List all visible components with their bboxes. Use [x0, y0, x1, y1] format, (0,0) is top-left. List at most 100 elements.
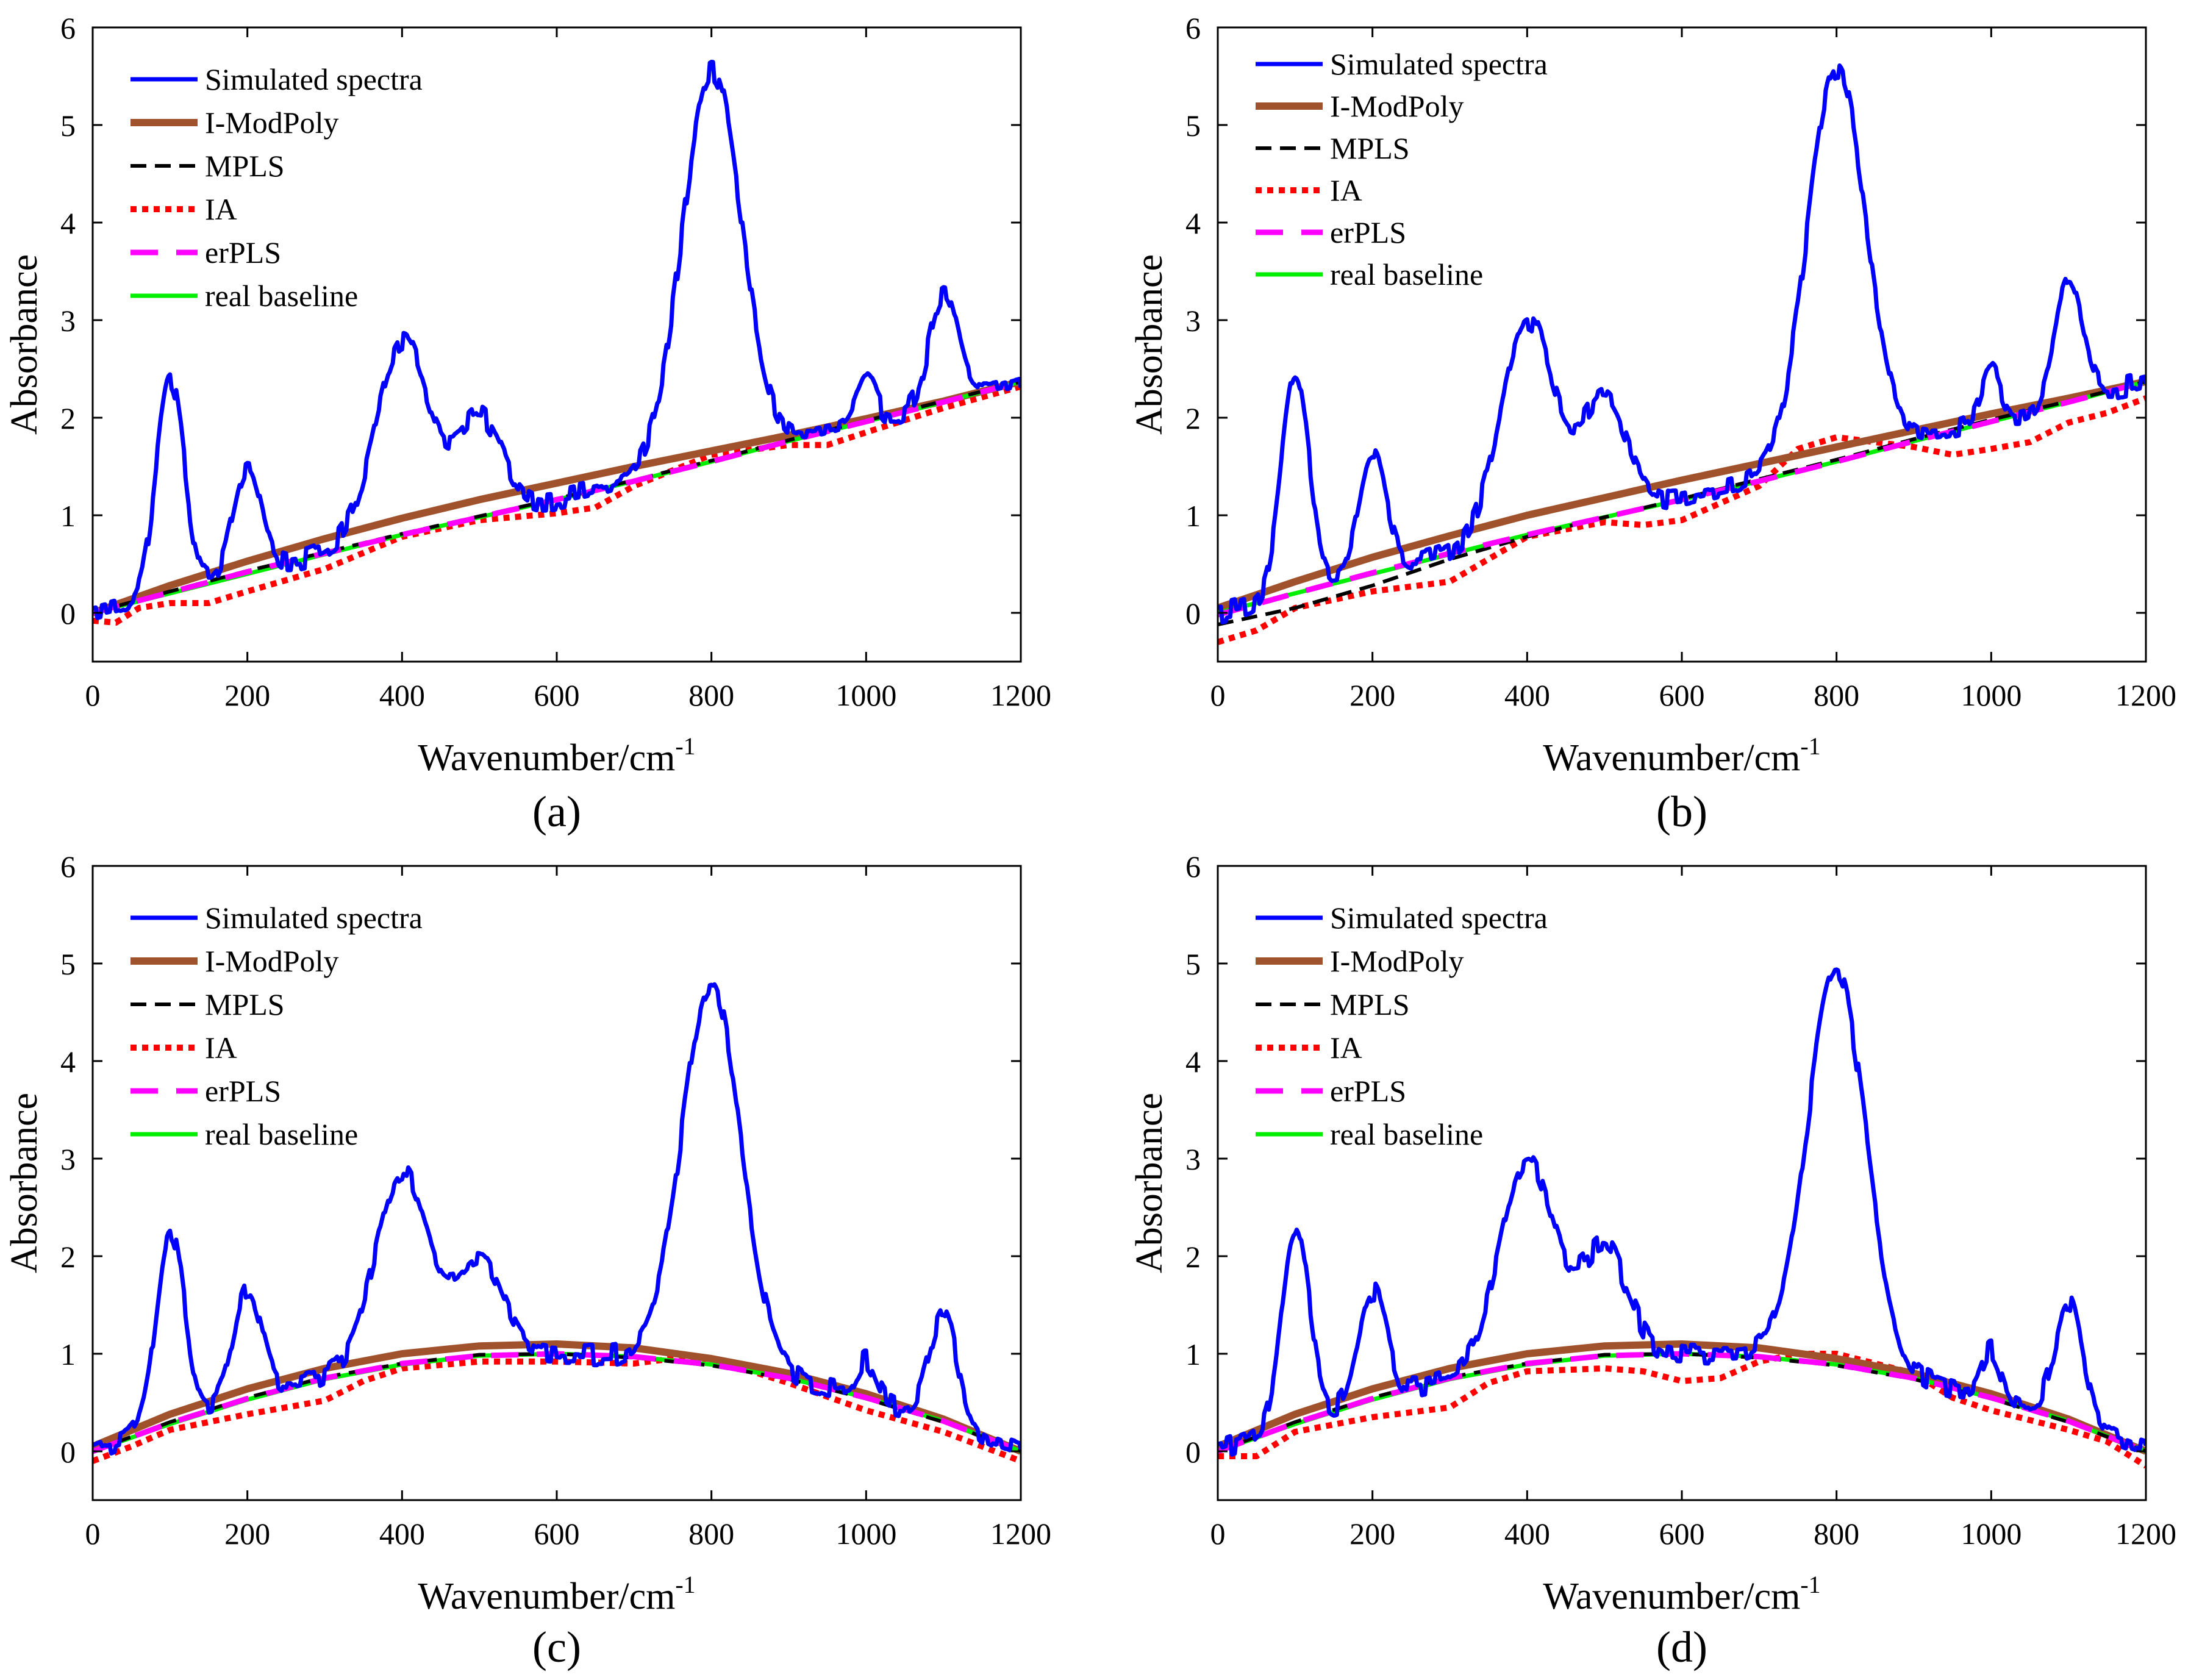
- legend-label-mpls: MPLS: [205, 149, 285, 183]
- legend-label-imodpoly: I-ModPoly: [1330, 89, 1464, 123]
- legend-label-imodpoly: I-ModPoly: [205, 944, 338, 978]
- y-tick-label: 3: [60, 304, 76, 338]
- series-ia-line: [93, 383, 1021, 626]
- y-tick-label: 6: [60, 849, 76, 884]
- legend-label-imodpoly: I-ModPoly: [205, 105, 338, 140]
- y-tick-label: 5: [60, 109, 76, 143]
- y-tick-label: 1: [1185, 1337, 1201, 1371]
- chart-panel-2: 0 200 400 600 800 1000 1200 0 1 2 3 4 5 6 Wavenumber/c…: [1129, 11, 2176, 836]
- legend-label-real: real baseline: [205, 1117, 358, 1151]
- y-tick-label: 4: [1185, 206, 1201, 240]
- series-spectra-line: [93, 60, 1021, 620]
- legend: Simulated spectra I-ModPoly MPLS IA erPLS rea…: [130, 901, 423, 1151]
- x-tick-label: 1000: [835, 1517, 896, 1551]
- y-axis-label: Absorbance: [4, 254, 45, 435]
- legend-label-ia: IA: [205, 1031, 237, 1065]
- x-tick-label: 0: [1210, 678, 1226, 712]
- legend-label-erpls: erPLS: [205, 1074, 281, 1108]
- legend-label-erpls: erPLS: [205, 235, 281, 270]
- panel-label: (b): [1656, 787, 1707, 836]
- x-tick-label: 600: [534, 1517, 580, 1551]
- y-tick-label: 4: [60, 1045, 76, 1079]
- x-tick-label: 0: [85, 678, 101, 712]
- series-ia-line: [1218, 1351, 2146, 1469]
- y-tick-label: 5: [1185, 109, 1201, 143]
- y-tick-label: 1: [1185, 499, 1201, 533]
- y-tick-label: 6: [60, 11, 76, 45]
- x-tick-label: 1000: [1961, 1517, 2021, 1551]
- x-tick-label: 200: [1349, 1517, 1395, 1551]
- series-spectra-line: [1218, 63, 2146, 624]
- y-tick-label: 1: [60, 499, 76, 533]
- x-tick-label: 400: [379, 1517, 425, 1551]
- x-tick-label: 1200: [990, 1517, 1051, 1551]
- x-tick-label: 600: [1659, 678, 1705, 712]
- legend-label-real: real baseline: [1330, 1117, 1483, 1151]
- legend: Simulated spectra I-ModPoly MPLS IA erPLS rea…: [130, 62, 423, 313]
- panel-label: (a): [532, 787, 581, 836]
- y-tick-label: 0: [60, 1435, 76, 1469]
- x-tick-label: 1200: [990, 678, 1051, 712]
- series-spectra-line: [93, 982, 1021, 1456]
- panel-label: (d): [1656, 1623, 1707, 1671]
- x-axis-label: Wavenumber/cm-1: [1543, 732, 1820, 779]
- legend-label-spectra: Simulated spectra: [205, 901, 423, 935]
- legend-label-ia: IA: [1330, 1031, 1362, 1065]
- y-tick-label: 6: [1185, 11, 1201, 45]
- x-tick-label: 400: [379, 678, 425, 712]
- y-tick-label: 0: [60, 596, 76, 631]
- x-tick-label: 800: [688, 678, 734, 712]
- legend-label-erpls: erPLS: [1330, 215, 1406, 249]
- series-spectra-line: [1218, 967, 2146, 1457]
- y-tick-label: 1: [60, 1337, 76, 1371]
- legend-label-mpls: MPLS: [1330, 987, 1410, 1021]
- y-tick-label: 4: [60, 206, 76, 240]
- x-tick-label: 1200: [2115, 1517, 2176, 1551]
- legend: Simulated spectra I-ModPoly MPLS IA erPLS rea…: [1256, 47, 1548, 291]
- y-tick-label: 3: [1185, 304, 1201, 338]
- x-tick-label: 200: [1349, 678, 1395, 712]
- y-tick-label: 0: [1185, 596, 1201, 631]
- y-axis-label: Absorbance: [1129, 1093, 1170, 1273]
- legend-label-real: real baseline: [205, 279, 358, 313]
- series-erpls-line: [93, 379, 1021, 616]
- plot-area: [1218, 63, 2146, 645]
- legend-label-spectra: Simulated spectra: [1330, 901, 1548, 935]
- x-tick-label: 1000: [835, 678, 896, 712]
- legend: Simulated spectra I-ModPoly MPLS IA erPLS rea…: [1256, 901, 1548, 1151]
- series-imodpoly-line: [1218, 377, 2146, 612]
- x-axis-label: Wavenumber/cm-1: [418, 1571, 695, 1617]
- x-tick-label: 0: [85, 1517, 101, 1551]
- series-ia-line: [93, 1356, 1021, 1464]
- y-axis-label: Absorbance: [1129, 254, 1170, 435]
- series-imodpoly-line: [93, 1340, 1021, 1455]
- x-tick-label: 600: [534, 678, 580, 712]
- legend-label-erpls: erPLS: [1330, 1074, 1406, 1108]
- legend-label-imodpoly: I-ModPoly: [1330, 944, 1464, 978]
- x-axis-label: Wavenumber/cm-1: [418, 732, 695, 779]
- series-imodpoly-line: [93, 377, 1021, 617]
- y-tick-label: 2: [1185, 1240, 1201, 1274]
- y-tick-label: 5: [1185, 947, 1201, 981]
- plot-area: [93, 60, 1021, 626]
- x-tick-label: 800: [1814, 678, 1859, 712]
- y-tick-label: 6: [1185, 849, 1201, 884]
- plot-area: [93, 982, 1021, 1464]
- y-axis-label: Absorbance: [4, 1093, 45, 1273]
- x-tick-label: 0: [1210, 1517, 1226, 1551]
- y-tick-label: 3: [60, 1142, 76, 1176]
- x-tick-label: 600: [1659, 1517, 1705, 1551]
- chart-panel-3: 0 200 400 600 800 1000 1200 0 1 2 3 4 5 6 Wavenumber/c…: [4, 849, 1051, 1671]
- legend-label-real: real baseline: [1330, 257, 1483, 291]
- x-tick-label: 200: [224, 678, 270, 712]
- x-tick-label: 200: [224, 1517, 270, 1551]
- x-tick-label: 1200: [2115, 678, 2176, 712]
- x-tick-label: 400: [1504, 1517, 1550, 1551]
- y-tick-label: 0: [1185, 1435, 1201, 1469]
- chart-panel-4: 0 200 400 600 800 1000 1200 0 1 2 3 4 5 6 Wavenumber/c…: [1129, 849, 2176, 1671]
- x-tick-label: 800: [688, 1517, 734, 1551]
- chart-panel-1: 0 200 400 600 800 1000 1200 0 1 2 3 4 5 6 Wavenumber/c…: [4, 11, 1051, 836]
- x-tick-label: 1000: [1961, 678, 2021, 712]
- x-axis-label: Wavenumber/cm-1: [1543, 1571, 1820, 1617]
